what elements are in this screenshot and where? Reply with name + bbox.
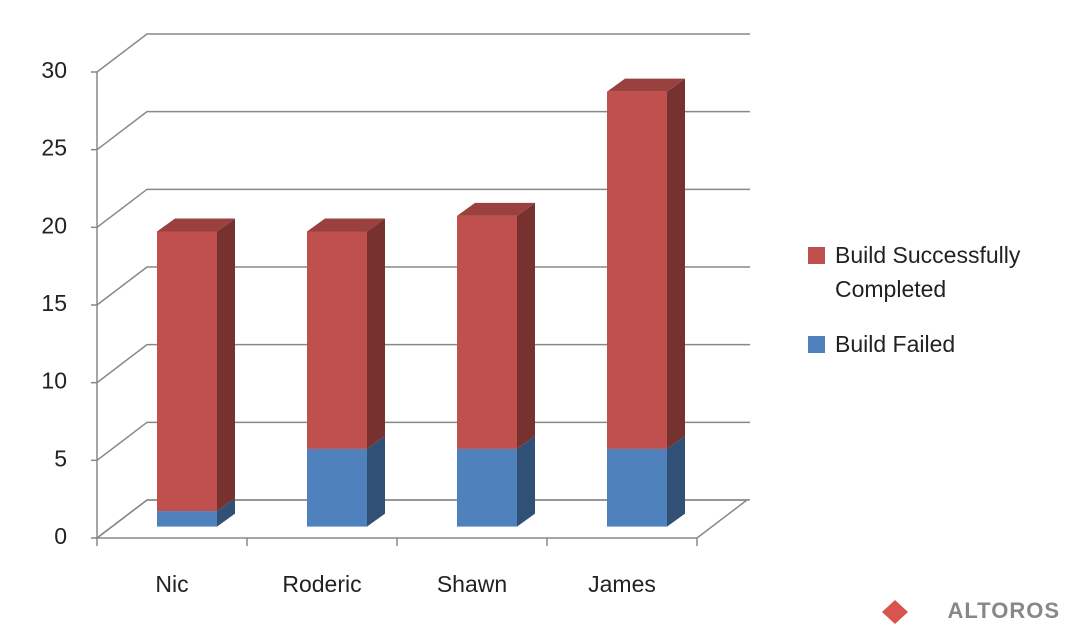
bar — [457, 448, 517, 527]
bar-top — [607, 78, 685, 92]
bar — [157, 511, 217, 527]
y-tick-label: 30 — [41, 57, 67, 83]
x-tick-label: Roderic — [282, 571, 361, 597]
grid-line — [96, 343, 750, 384]
bar-side — [517, 202, 535, 449]
y-tick-label: 5 — [54, 445, 67, 471]
bar-side — [217, 498, 235, 527]
grid-line — [96, 188, 750, 228]
bar — [607, 448, 667, 527]
logo-icon — [882, 600, 908, 624]
bar-top — [457, 202, 535, 216]
x-tick-label: Nic — [155, 571, 188, 597]
y-tick-label: 10 — [41, 368, 67, 394]
bar-side — [667, 78, 685, 449]
y-tick-label: 0 — [54, 523, 67, 549]
legend-swatch — [808, 336, 825, 353]
grid-line — [96, 110, 750, 151]
grid-line — [96, 421, 750, 461]
y-tick-label: 25 — [41, 135, 67, 161]
legend-label: Build Failed — [835, 331, 956, 357]
bar-side — [367, 218, 385, 449]
bar — [307, 231, 367, 449]
grid-line — [96, 33, 750, 73]
logo: ALTOROS — [947, 598, 1060, 623]
bar-top — [157, 218, 235, 232]
bar-top — [307, 218, 385, 232]
y-tick-label: 20 — [41, 212, 67, 238]
legend-label: Build Successfully Completed — [835, 242, 1021, 302]
bar — [457, 215, 517, 449]
x-tick-label: Shawn — [437, 571, 507, 597]
bar — [157, 231, 217, 512]
bar-side — [667, 435, 685, 527]
legend-swatch — [808, 247, 825, 264]
y-tick-label: 15 — [41, 290, 67, 316]
bar — [607, 91, 667, 449]
x-tick-label: James — [588, 571, 656, 597]
grid-line — [96, 266, 750, 306]
bar-side — [517, 435, 535, 527]
bar — [307, 448, 367, 527]
grid-line — [96, 499, 750, 539]
bar-side — [367, 435, 385, 527]
bar-side — [217, 218, 235, 512]
